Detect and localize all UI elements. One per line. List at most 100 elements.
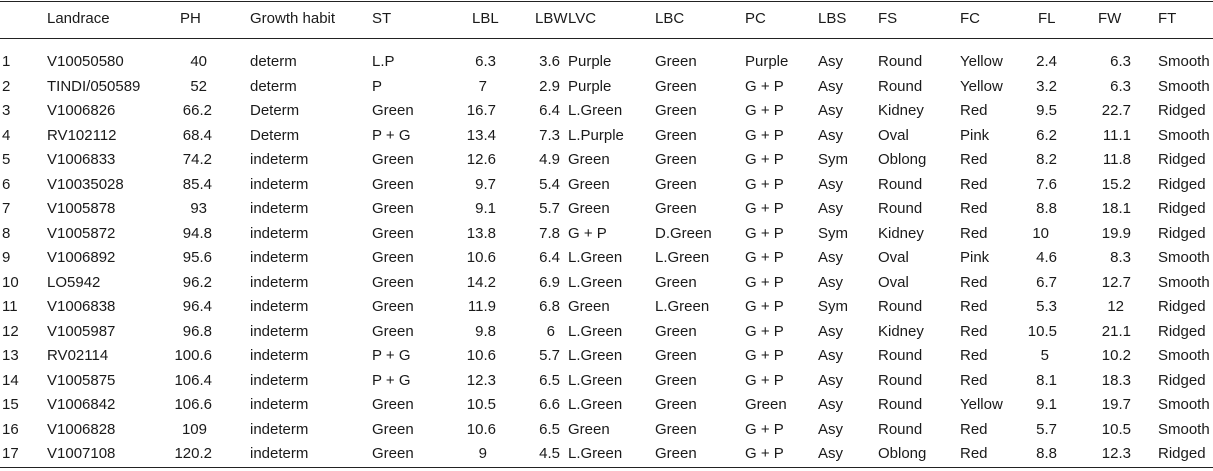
cell: 10.6 [466,347,496,364]
cell: 96.4 [182,298,212,315]
cell: 93 [190,200,207,217]
cell: Yellow [960,396,1003,413]
cell: Green [372,445,414,462]
cell: Sym [818,151,848,168]
cell: L.Green [568,249,623,266]
cell: Pink [960,126,990,144]
row-number: 15 [2,396,19,413]
cell: 10.2 [1101,347,1131,364]
row-number: 16 [2,420,19,438]
cell: P + G [372,347,411,364]
cell: 10.5 [466,396,496,413]
cell: 4.9 [539,151,560,168]
cell: G + P [745,347,784,364]
cell: 10 [1032,224,1049,242]
cell: L.Green [568,396,623,413]
cell: 68.4 [182,126,212,144]
cell: Asy [818,371,844,389]
cell: Oval [878,126,909,144]
cell: indeterm [250,273,309,291]
cell: Green [372,151,414,168]
cell: Red [960,273,988,291]
cell: 40 [190,53,207,70]
cell: V1006826 [47,102,116,119]
cell: 7.3 [539,126,560,144]
cell: Green [568,175,610,193]
cell: 66.2 [182,102,212,119]
cell: G + P [745,322,784,340]
cell: indeterm [250,224,309,242]
cell: 5 [1040,347,1049,364]
cell: Green [372,200,414,217]
cell: G + P [745,77,784,95]
cell: 10.6 [466,249,496,266]
cell: L.Green [568,371,623,389]
cell: Red [960,175,988,193]
cell: 85.4 [182,175,212,193]
cell: V1006833 [47,151,116,168]
cell: 11.8 [1102,151,1131,168]
cell: D.Green [655,224,712,242]
cell: Kidney [878,102,924,119]
cell: 8.3 [1110,249,1131,266]
cell: L.Green [655,249,710,266]
cell: Asy [818,347,844,364]
cell: Red [960,224,988,242]
header-cell: Landrace [47,10,110,27]
cell: Yellow [960,77,1003,95]
cell: G + P [745,224,784,242]
cell: V10050580 [47,53,124,70]
cell: Round [878,420,923,438]
cell: Green [372,249,414,266]
cell: Green [372,420,414,438]
row-number: 11 [2,298,18,315]
cell: L.Purple [568,126,624,144]
cell: Asy [818,396,844,413]
cell: 22.7 [1101,102,1131,119]
cell: 6.2 [1036,126,1057,144]
cell: G + P [745,371,784,389]
cell: Purple [745,53,789,70]
cell: determ [250,77,297,95]
cell: 12.3 [1101,445,1131,462]
cell: L.Green [568,273,623,291]
cell: Smooth [1158,396,1210,413]
row-number: 3 [2,102,11,119]
cell: Red [960,200,988,217]
cell: indeterm [250,200,309,217]
header-cell: Growth habit [250,10,336,27]
cell: 21.1 [1101,322,1131,340]
cell: 8.2 [1036,151,1057,168]
cell: Asy [818,175,844,193]
cell: V1005987 [47,322,116,340]
cell: Ridged [1158,102,1206,119]
cell: Green [568,200,610,217]
cell: Round [878,175,923,193]
bottom-rule [0,467,1213,468]
cell: Oblong [878,151,927,168]
cell: Green [655,200,697,217]
cell: Purple [568,53,612,70]
cell: Kidney [878,322,924,340]
cell: G + P [745,298,784,315]
cell: 12.3 [466,371,496,389]
cell: Green [655,322,697,340]
cell: Round [878,298,923,315]
row-number: 8 [2,224,11,242]
row-number: 6 [2,175,11,193]
cell: P + G [372,371,411,389]
cell: Asy [818,445,844,462]
cell: G + P [745,151,784,168]
cell: 8.1 [1036,371,1057,389]
cell: V1006892 [47,249,116,266]
row-number: 12 [2,322,19,340]
cell: Green [655,77,697,95]
cell: G + P [745,175,784,193]
cell: 120.2 [174,445,212,462]
cell: 94.8 [182,224,212,242]
cell: 2.4 [1036,53,1057,70]
cell: 96.2 [182,273,212,291]
cell: 6.8 [539,298,560,315]
cell: 106.4 [174,371,212,389]
cell: Red [960,347,988,364]
